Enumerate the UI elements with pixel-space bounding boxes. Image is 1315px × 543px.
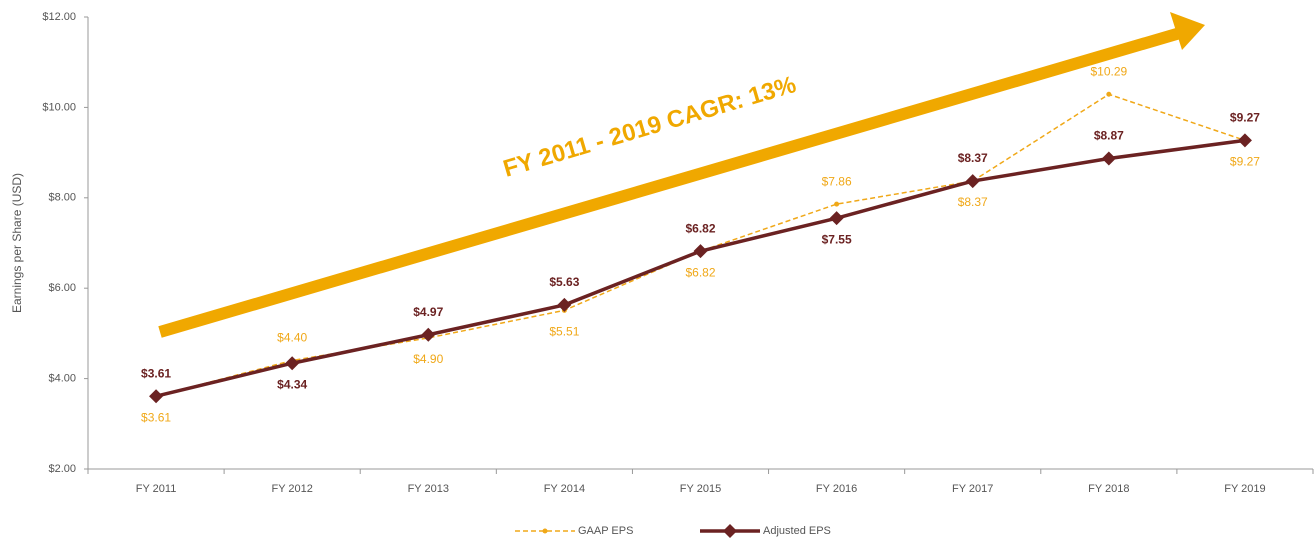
y-tick-label: $12.00 — [42, 11, 76, 23]
value-label: $9.27 — [1230, 111, 1260, 125]
annotation: FY 2011 - 2019 CAGR: 13% — [500, 71, 799, 183]
value-label: $9.27 — [1230, 155, 1260, 169]
point — [965, 174, 980, 189]
legend-label: Adjusted EPS — [763, 525, 831, 537]
legend-label: GAAP EPS — [578, 525, 633, 537]
y-tick-label: $10.00 — [42, 101, 76, 113]
value-label: $5.51 — [549, 325, 579, 339]
point — [421, 327, 436, 342]
value-label: $4.90 — [413, 352, 443, 366]
y-tick-label: $8.00 — [48, 192, 76, 204]
arrow-head — [1170, 12, 1205, 50]
value-label: $4.34 — [277, 377, 307, 391]
value-label: $3.61 — [141, 366, 171, 380]
point — [557, 297, 572, 312]
x-tick-label: FY 2016 — [816, 483, 857, 495]
point — [834, 201, 840, 207]
x-tick-label: FY 2013 — [408, 483, 449, 495]
value-label: $8.37 — [958, 195, 988, 209]
value-label: $3.61 — [141, 410, 171, 424]
x-tick-label: FY 2011 — [136, 483, 177, 495]
point — [285, 356, 300, 371]
x-tick-label: FY 2012 — [271, 483, 312, 495]
value-label: $7.86 — [822, 174, 852, 188]
x-tick-label: FY 2018 — [1088, 483, 1129, 495]
point — [149, 389, 164, 404]
value-label: $5.63 — [549, 275, 579, 289]
value-label: $6.82 — [685, 265, 715, 279]
point — [1237, 133, 1252, 148]
x-tick-label: FY 2017 — [952, 483, 993, 495]
point — [1101, 151, 1116, 166]
x-tick-label: FY 2015 — [680, 483, 721, 495]
point — [693, 244, 708, 259]
point — [829, 211, 844, 226]
value-label: $10.29 — [1090, 64, 1127, 78]
value-label: $7.55 — [822, 232, 852, 246]
point — [1106, 91, 1112, 97]
legend-marker — [723, 524, 737, 538]
value-label: $4.97 — [413, 305, 443, 319]
arrow-shaft — [158, 27, 1182, 338]
cagr-arrow — [158, 12, 1205, 338]
legend-marker — [542, 528, 548, 534]
y-tick-label: $2.00 — [48, 463, 76, 475]
value-label: $6.82 — [685, 221, 715, 235]
value-label: $8.87 — [1094, 129, 1124, 143]
value-label: $4.40 — [277, 331, 307, 345]
x-tick-label: FY 2019 — [1224, 483, 1265, 495]
y-tick-label: $6.00 — [48, 282, 76, 294]
y-axis-label: Earnings per Share (USD) — [10, 173, 24, 313]
y-tick-label: $4.00 — [48, 373, 76, 385]
x-tick-label: FY 2014 — [544, 483, 585, 495]
value-label: $8.37 — [958, 151, 988, 165]
